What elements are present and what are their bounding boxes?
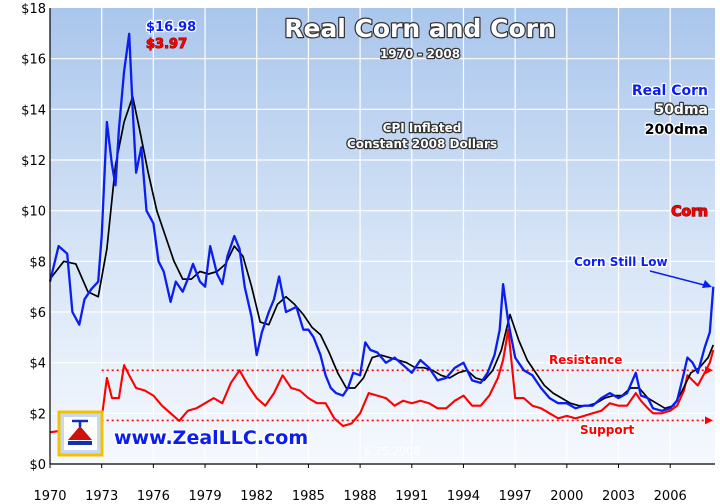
x-tick-label: 1985 bbox=[292, 489, 325, 504]
y-tick-label: $4 bbox=[29, 357, 46, 372]
gridlines bbox=[50, 8, 715, 464]
corn-still-low-arrowhead bbox=[702, 280, 712, 288]
x-tick-label: 2000 bbox=[550, 489, 583, 504]
legend-200dma: 200dma bbox=[645, 122, 708, 138]
branding-url: www.ZealLLC.com bbox=[114, 427, 308, 449]
y-tick-label: $18 bbox=[21, 2, 46, 17]
reference-arrow-support bbox=[705, 416, 713, 425]
x-tick-label: 1982 bbox=[240, 489, 273, 504]
x-tick-label: 1973 bbox=[85, 489, 118, 504]
x-axis: 1970 1973 1976 1979 1982 1985 1988 1991 1994 1997… bbox=[33, 463, 715, 504]
y-tick-label: $8 bbox=[29, 255, 46, 270]
x-tick-label: 1988 bbox=[344, 489, 377, 504]
y-tick-label: $10 bbox=[21, 205, 46, 220]
series-lines bbox=[48, 32, 715, 435]
y-tick-label: $12 bbox=[21, 154, 46, 169]
x-tick-label: 1970 bbox=[33, 489, 66, 504]
corn-still-low-label: Corn Still Low bbox=[574, 255, 668, 269]
y-tick-label: $2 bbox=[29, 407, 46, 422]
peak-label-nominal: $3.97 bbox=[146, 37, 187, 52]
legend-corn: Corn bbox=[671, 204, 708, 220]
x-tick-label: 1997 bbox=[499, 489, 532, 504]
chart-subtitle: 1970 - 2008 bbox=[380, 47, 460, 61]
y-axis: $0 $2 $4 $6 $8 $10 $12 $14 $16 $18 bbox=[21, 2, 51, 473]
x-tick-label: 1976 bbox=[137, 489, 170, 504]
peak-label-real: $16.98 bbox=[146, 20, 196, 35]
series-corn bbox=[49, 328, 715, 435]
note-line-1: CPI Inflated bbox=[383, 121, 462, 135]
series-200dma bbox=[49, 95, 715, 410]
x-tick-label: 1994 bbox=[447, 489, 480, 504]
chart-title: Real Corn and Corn bbox=[284, 14, 556, 43]
x-tick-label: 1979 bbox=[189, 489, 222, 504]
legend-real-corn: Real Corn bbox=[632, 83, 708, 99]
legend-50dma: 50dma bbox=[654, 102, 708, 118]
resistance-label: Resistance bbox=[549, 353, 622, 367]
plot-background bbox=[50, 8, 715, 464]
y-tick-label: $0 bbox=[29, 458, 46, 473]
note-line-2: Constant 2008 Dollars bbox=[347, 137, 497, 151]
y-tick-label: $16 bbox=[21, 53, 46, 68]
corn-still-low-arrow bbox=[649, 270, 709, 287]
x-tick-label: 2006 bbox=[654, 489, 687, 504]
series-real-corn bbox=[48, 32, 715, 412]
zeal-logo-icon bbox=[57, 410, 104, 457]
y-tick-label: $14 bbox=[21, 103, 46, 118]
date-stamp: 6.25.2008 bbox=[364, 445, 420, 458]
x-tick-label: 1991 bbox=[395, 489, 428, 504]
support-label: Support bbox=[580, 423, 635, 437]
x-tick-label: 2003 bbox=[602, 489, 635, 504]
y-tick-label: $6 bbox=[29, 306, 46, 321]
